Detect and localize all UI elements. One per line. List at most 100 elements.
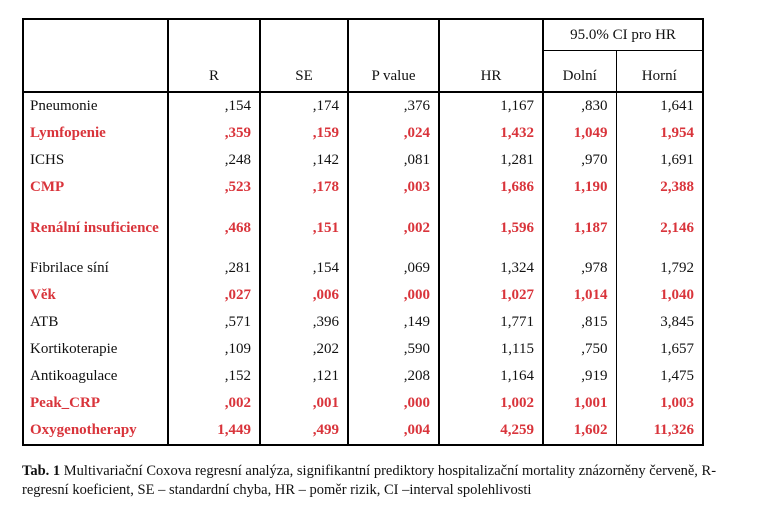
table-cell-r: ,109 <box>168 336 261 363</box>
table-cell-dolní: 1,014 <box>573 287 608 303</box>
table-cell-r: ,359 <box>168 120 261 147</box>
table-row: Lymfopenie ,359,159,024 1,432 1,049 1,954 <box>22 120 704 147</box>
table-cell-horní: 3,845 <box>615 309 704 336</box>
table-cell-r: ,468 <box>168 201 261 255</box>
table-cell-horní: 1,475 <box>615 363 704 390</box>
row-label: Antikoagulace <box>22 363 169 390</box>
table-cell-se: ,499 <box>260 417 349 446</box>
row-label: Věk <box>22 282 169 309</box>
table-cell-hr: 1,002 <box>439 390 544 417</box>
column-header-dolni: Dolní <box>543 50 616 93</box>
table-cell-r: ,027 <box>168 282 261 309</box>
table-cell-hr: 1,281 <box>439 147 544 174</box>
table-cell-p-value: ,000 <box>348 390 440 417</box>
table-cell-horní: 2,146 <box>615 201 704 255</box>
results-table-container: R SE P value HR 95.0% CI pro HR Dolní Ho… <box>22 18 704 446</box>
table-cell-hr: 1,432 <box>439 120 544 147</box>
table-cell-horní: 1,003 <box>615 390 704 417</box>
row-label: Peak_CRP <box>22 390 169 417</box>
table-cell-r: ,154 <box>168 92 261 120</box>
table-row: ICHS ,248,142,081 1,281 ,970 1,691 <box>22 147 704 174</box>
row-label: Fibrilace síní <box>22 255 169 282</box>
table-cell-r: ,152 <box>168 363 261 390</box>
row-label: ATB <box>22 309 169 336</box>
table-row: CMP ,523,178,003 1,686 1,190 2,388 <box>22 174 704 201</box>
row-label: CMP <box>22 174 169 201</box>
column-group-ci: 95.0% CI pro HR <box>543 18 704 51</box>
table-cell-se: ,159 <box>260 120 349 147</box>
table-cell-se: ,142 <box>260 147 349 174</box>
cox-regression-table: R SE P value HR 95.0% CI pro HR Dolní Ho… <box>22 18 704 446</box>
table-cell-se: ,178 <box>260 174 349 201</box>
table-cell-dolní: ,750 <box>581 341 608 357</box>
table-cell-hr: 1,686 <box>439 174 544 201</box>
column-header-horni: Horní <box>615 50 704 93</box>
column-header-p-value: P value <box>348 18 440 93</box>
table-row: Kortikoterapie ,109,202,590 1,115 ,750 1,657 <box>22 336 704 363</box>
table-cell-p-value: ,069 <box>348 255 440 282</box>
table-row: Fibrilace síní ,281,154,069 1,324 ,978 1,792 <box>22 255 704 282</box>
row-label: Renální insuficience <box>22 201 169 255</box>
table-row: Pneumonie ,154,174,376 1,167 ,830 1,641 <box>22 92 704 120</box>
table-cell-p-value: ,004 <box>348 417 440 446</box>
table-cell-se: ,121 <box>260 363 349 390</box>
table-cell-dolní: ,919 <box>581 368 608 384</box>
table-caption: Tab. 1 Multivariační Coxova regresní ana… <box>22 462 752 500</box>
row-label: Pneumonie <box>22 92 169 120</box>
table-cell-dolní: ,830 <box>581 98 608 114</box>
table-cell-r: ,281 <box>168 255 261 282</box>
table-cell-hr: 1,167 <box>439 92 544 120</box>
table-cell-r: ,248 <box>168 147 261 174</box>
table-cell-p-value: ,000 <box>348 282 440 309</box>
table-cell-dolní: ,970 <box>581 152 608 168</box>
caption-text: Multivariační Coxova regresní analýza, s… <box>22 463 717 498</box>
table-cell-horní: 1,040 <box>615 282 704 309</box>
table-cell-hr: 1,771 <box>439 309 544 336</box>
column-header-r: R <box>168 18 261 93</box>
table-cell-hr: 1,164 <box>439 363 544 390</box>
table-cell-p-value: ,024 <box>348 120 440 147</box>
table-cell-horní: 1,792 <box>615 255 704 282</box>
row-label: Kortikoterapie <box>22 336 169 363</box>
table-cell-horní: 2,388 <box>615 174 704 201</box>
table-cell-r: ,571 <box>168 309 261 336</box>
table-cell-p-value: ,081 <box>348 147 440 174</box>
table-cell-se: ,174 <box>260 92 349 120</box>
table-cell-p-value: ,003 <box>348 174 440 201</box>
table-cell-dolní: 1,602 <box>543 417 616 446</box>
table-row: Oxygenotherapy 1,449,499,004 4,259 1,602 11,… <box>22 417 704 446</box>
table-cell-dolní: 1,187 <box>573 219 608 236</box>
table-cell-hr: 1,596 <box>439 201 544 255</box>
column-header-hr: HR <box>439 18 544 93</box>
table-cell-r: ,002 <box>168 390 261 417</box>
table-cell-horní: 1,641 <box>615 92 704 120</box>
table-cell-horní: 11,326 <box>615 417 704 446</box>
table-cell-se: ,396 <box>260 309 349 336</box>
table-cell-hr: 4,259 <box>439 417 544 446</box>
table-row: Peak_CRP ,002,001,000 1,002 1,001 1,003 <box>22 390 704 417</box>
table-cell-horní: 1,954 <box>615 120 704 147</box>
table-cell-dolní: ,815 <box>581 314 608 330</box>
row-label: Lymfopenie <box>22 120 169 147</box>
table-row: Antikoagulace ,152,121,208 1,164 ,919 1,475 <box>22 363 704 390</box>
column-header-se: SE <box>260 18 349 93</box>
table-row: ATB ,571,396,149 1,771 ,815 3,845 <box>22 309 704 336</box>
row-label: Oxygenotherapy <box>22 417 169 446</box>
table-body: Pneumonie ,154,174,376 1,167,830 1,641 Lymfo… <box>22 92 704 446</box>
table-cell-r: 1,449 <box>168 417 261 446</box>
table-row: Věk ,027,006,000 1,027 1,014 1,040 <box>22 282 704 309</box>
table-cell-se: ,151 <box>260 201 349 255</box>
table-cell-dolní: 1,001 <box>573 395 608 411</box>
table-cell-se: ,001 <box>260 390 349 417</box>
table-cell-p-value: ,208 <box>348 363 440 390</box>
table-cell-horní: 1,657 <box>615 336 704 363</box>
table-cell-p-value: ,002 <box>348 201 440 255</box>
table-cell-hr: 1,115 <box>439 336 544 363</box>
table-cell-se: ,202 <box>260 336 349 363</box>
row-label: ICHS <box>22 147 169 174</box>
table-cell-p-value: ,149 <box>348 309 440 336</box>
table-cell-hr: 1,324 <box>439 255 544 282</box>
table-cell-p-value: ,590 <box>348 336 440 363</box>
table-cell-se: ,154 <box>260 255 349 282</box>
header-corner-cell <box>22 18 169 93</box>
